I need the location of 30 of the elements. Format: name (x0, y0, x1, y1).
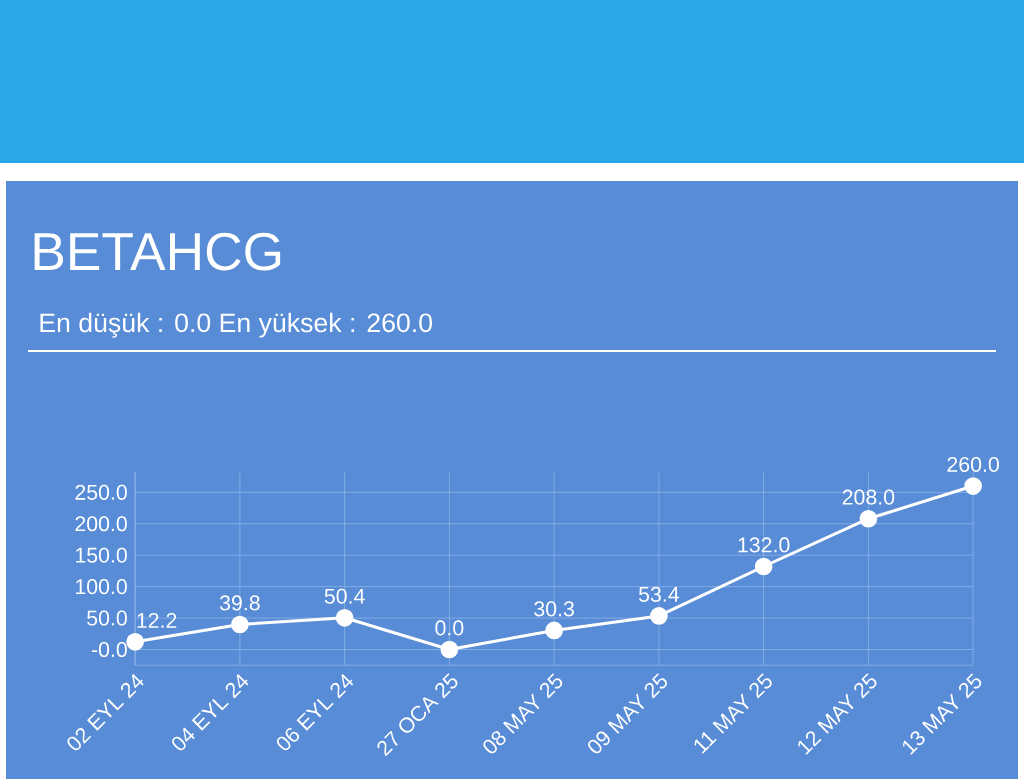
point (545, 621, 563, 640)
data-label: 30.3 (534, 601, 574, 617)
y-tick-label: 50.0 (87, 610, 127, 626)
data-label: 0.0 (435, 620, 464, 636)
y-tick-label: 100.0 (76, 579, 127, 595)
x-tick-label: 27 OCA 25 (377, 673, 458, 757)
data-label: 50.4 (324, 588, 365, 604)
chart-title: BETAHCG (34, 232, 281, 271)
y-tick-label: -0.0 (91, 641, 127, 658)
x-tick-label: 04 EYL 24 (172, 673, 249, 751)
data-label: 39.8 (219, 595, 260, 611)
x-tick-label: 06 EYL 24 (276, 673, 354, 751)
point (440, 640, 459, 659)
point (650, 607, 668, 625)
y-tick-label: 200.0 (75, 516, 127, 532)
chart-subtitle: En düşük : 0.0 En yüksek : 260.0 (40, 312, 432, 338)
point (335, 608, 354, 627)
data-label: 208.0 (842, 489, 895, 505)
data-label: 260.0 (947, 456, 999, 472)
y-tick-label: 250.0 (75, 484, 127, 500)
point (231, 615, 249, 634)
y-tick-label: 150.0 (76, 547, 127, 563)
point (126, 632, 144, 651)
data-label: 12.2 (137, 612, 177, 628)
x-tick-label: 02 EYL 24 (67, 673, 144, 751)
data-label: 53.4 (638, 586, 679, 602)
point (754, 557, 773, 576)
point (859, 509, 878, 528)
data-label: 132.0 (738, 537, 790, 553)
point (964, 477, 982, 495)
